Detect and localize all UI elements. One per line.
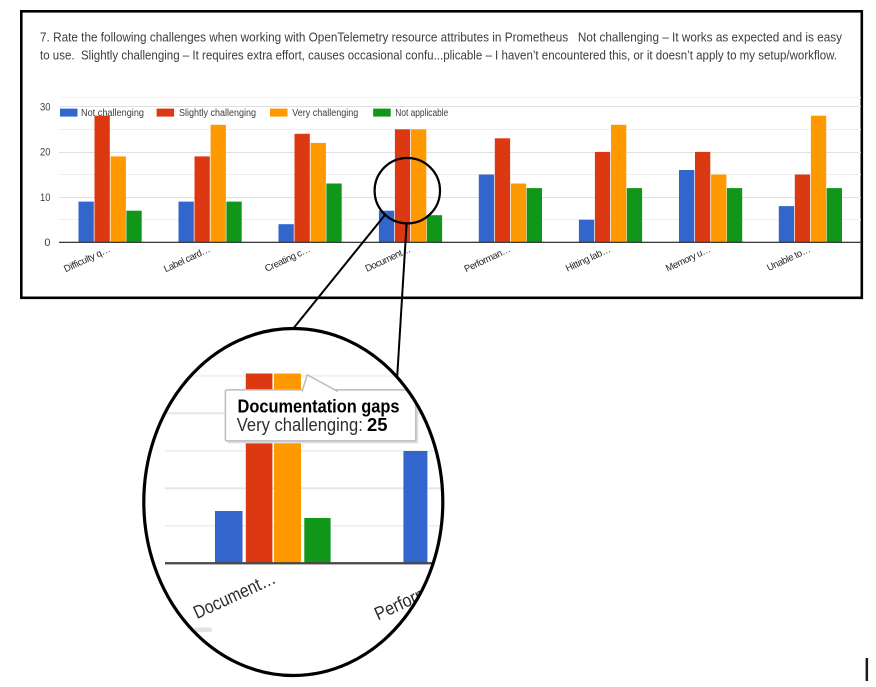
svg-text:25: 25 bbox=[367, 414, 388, 435]
svg-text:Creating c…: Creating c… bbox=[263, 244, 312, 275]
svg-text:Slightly challenging: Slightly challenging bbox=[179, 108, 256, 119]
svg-text:Very challenging: Very challenging bbox=[292, 108, 358, 119]
svg-text:30: 30 bbox=[40, 102, 51, 114]
svg-text:Memory u…: Memory u… bbox=[664, 244, 713, 274]
svg-text:to use. Slightly challenging: to use. Slightly challenging – It requir… bbox=[40, 48, 837, 63]
svg-text:Difficulty q…: Difficulty q… bbox=[62, 244, 112, 275]
svg-text:Documentation gaps: Documentation gaps bbox=[238, 396, 400, 417]
svg-text:Very challenging:: Very challenging: bbox=[237, 414, 363, 435]
svg-text:Performan…: Performan… bbox=[463, 244, 513, 275]
svg-text:Label card…: Label card… bbox=[162, 244, 212, 275]
svg-text:10: 10 bbox=[40, 192, 51, 204]
svg-text:7. Rate the following challeng: 7. Rate the following challenges when wo… bbox=[40, 30, 842, 45]
svg-text:Not challenging: Not challenging bbox=[81, 108, 144, 119]
svg-text:Unable to…: Unable to… bbox=[765, 244, 812, 274]
svg-text:Not applicable: Not applicable bbox=[395, 108, 448, 119]
svg-text:0: 0 bbox=[44, 237, 50, 249]
svg-text:20: 20 bbox=[40, 147, 51, 159]
svg-text:Hitting lab…: Hitting lab… bbox=[564, 244, 613, 274]
